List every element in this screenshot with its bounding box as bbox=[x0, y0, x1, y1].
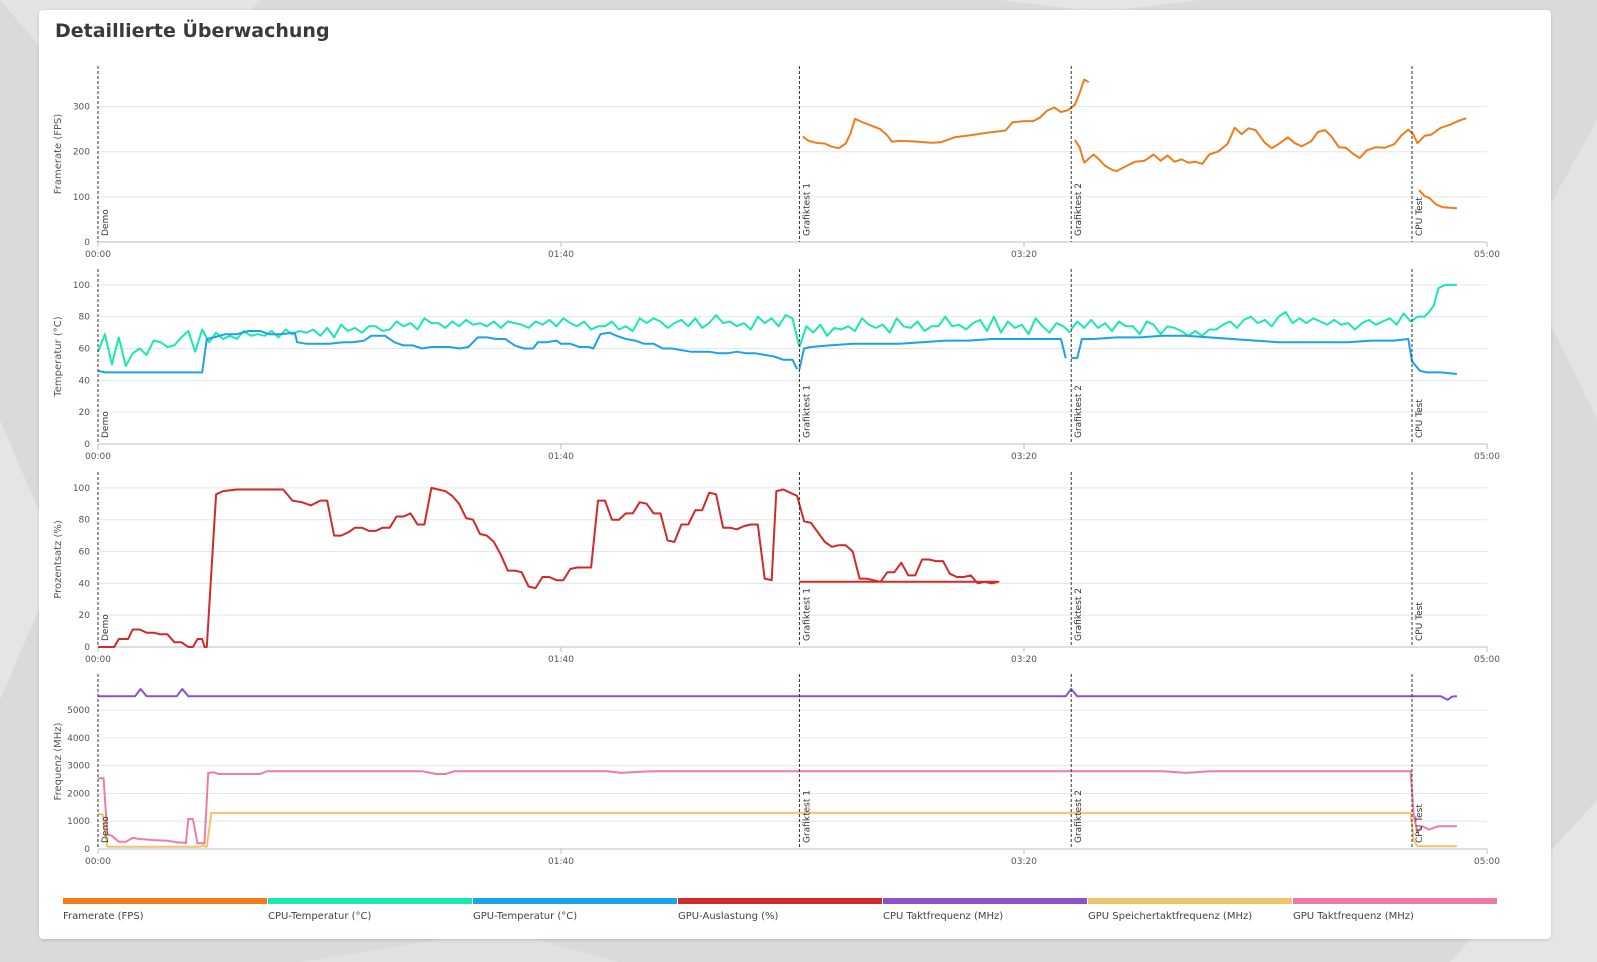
x-tick-label: 01:40 bbox=[548, 655, 574, 665]
x-tick-label: 01:40 bbox=[548, 857, 574, 867]
series-line bbox=[1418, 189, 1457, 210]
x-tick-label: 03:20 bbox=[1011, 250, 1037, 260]
phase-marker-label: CPU Test bbox=[1415, 804, 1425, 843]
x-tick-label: 00:00 bbox=[85, 655, 111, 665]
y-tick-label: 0 bbox=[84, 643, 90, 653]
y-tick-label: 80 bbox=[79, 313, 91, 323]
phase-marker-label: Grafiktest 1 bbox=[802, 385, 812, 438]
y-tick-label: 4000 bbox=[67, 734, 90, 744]
y-tick-label: 40 bbox=[79, 376, 91, 386]
y-tick-label: 80 bbox=[79, 516, 91, 526]
series-line bbox=[98, 486, 1000, 648]
x-tick-label: 03:20 bbox=[1011, 655, 1037, 665]
y-axis-label: Framerate (FPS) bbox=[53, 114, 64, 195]
x-tick-label: 05:00 bbox=[1474, 452, 1500, 462]
y-tick-label: 100 bbox=[73, 484, 90, 494]
phase-marker-label: Demo bbox=[101, 209, 111, 236]
y-tick-label: 1000 bbox=[67, 817, 90, 827]
series-line bbox=[1071, 334, 1457, 375]
y-axis-label: Frequenz (MHz) bbox=[53, 722, 64, 800]
series-line bbox=[98, 688, 1457, 701]
y-tick-label: 60 bbox=[79, 345, 91, 355]
x-tick-label: 00:00 bbox=[85, 250, 111, 260]
y-tick-label: 200 bbox=[73, 148, 90, 158]
y-tick-label: 60 bbox=[79, 548, 91, 558]
x-tick-label: 00:00 bbox=[85, 857, 111, 867]
phase-marker-label: Grafiktest 2 bbox=[1074, 385, 1084, 438]
series-line bbox=[97, 330, 799, 374]
series-line bbox=[98, 770, 1457, 845]
y-tick-label: 100 bbox=[73, 193, 90, 203]
x-tick-label: 05:00 bbox=[1474, 250, 1500, 260]
y-tick-label: 2000 bbox=[67, 789, 90, 799]
y-tick-label: 300 bbox=[73, 103, 90, 113]
x-tick-label: 00:00 bbox=[85, 452, 111, 462]
series-line bbox=[98, 811, 1457, 848]
series-line bbox=[1074, 117, 1467, 173]
x-tick-label: 03:20 bbox=[1011, 452, 1037, 462]
monitoring-card: Detaillierte Überwachung 0 100 200 300 Frame… bbox=[39, 10, 1551, 939]
y-tick-label: 0 bbox=[84, 845, 90, 855]
page-title: Detaillierte Überwachung bbox=[55, 20, 330, 42]
phase-marker-label: Grafiktest 1 bbox=[802, 790, 812, 843]
phase-marker-label: CPU Test bbox=[1415, 399, 1425, 438]
series-line bbox=[798, 315, 1071, 348]
y-tick-label: 40 bbox=[79, 579, 91, 589]
x-tick-label: 05:00 bbox=[1474, 655, 1500, 665]
phase-marker-label: Grafiktest 2 bbox=[1074, 183, 1084, 236]
series-line bbox=[798, 338, 1067, 370]
y-tick-label: 100 bbox=[73, 281, 90, 291]
y-tick-label: 5000 bbox=[67, 706, 90, 716]
y-tick-label: 0 bbox=[84, 238, 90, 248]
y-axis-label: Prozentsatz (%) bbox=[53, 520, 64, 599]
series-line bbox=[1070, 283, 1457, 337]
x-tick-label: 03:20 bbox=[1011, 857, 1037, 867]
y-tick-label: 20 bbox=[79, 408, 91, 418]
y-tick-label: 3000 bbox=[67, 762, 90, 772]
y-tick-label: 0 bbox=[84, 440, 90, 450]
series-line bbox=[802, 78, 1090, 150]
x-tick-label: 01:40 bbox=[548, 250, 574, 260]
phase-marker-label: Grafiktest 2 bbox=[1074, 790, 1084, 843]
phase-marker-label: Demo bbox=[101, 614, 111, 641]
series-line bbox=[97, 314, 801, 367]
y-axis-label: Temperatur (°C) bbox=[53, 316, 64, 397]
phase-marker-label: CPU Test bbox=[1415, 197, 1425, 236]
phase-marker-label: Grafiktest 2 bbox=[1074, 588, 1084, 641]
y-tick-label: 20 bbox=[79, 611, 91, 621]
x-tick-label: 01:40 bbox=[548, 452, 574, 462]
phase-marker-label: Grafiktest 1 bbox=[802, 183, 812, 236]
phase-marker-label: Demo bbox=[101, 411, 111, 438]
x-tick-label: 05:00 bbox=[1474, 857, 1500, 867]
phase-marker-label: Demo bbox=[101, 816, 111, 843]
phase-marker-label: Grafiktest 1 bbox=[802, 588, 812, 641]
phase-marker-label: CPU Test bbox=[1415, 602, 1425, 641]
